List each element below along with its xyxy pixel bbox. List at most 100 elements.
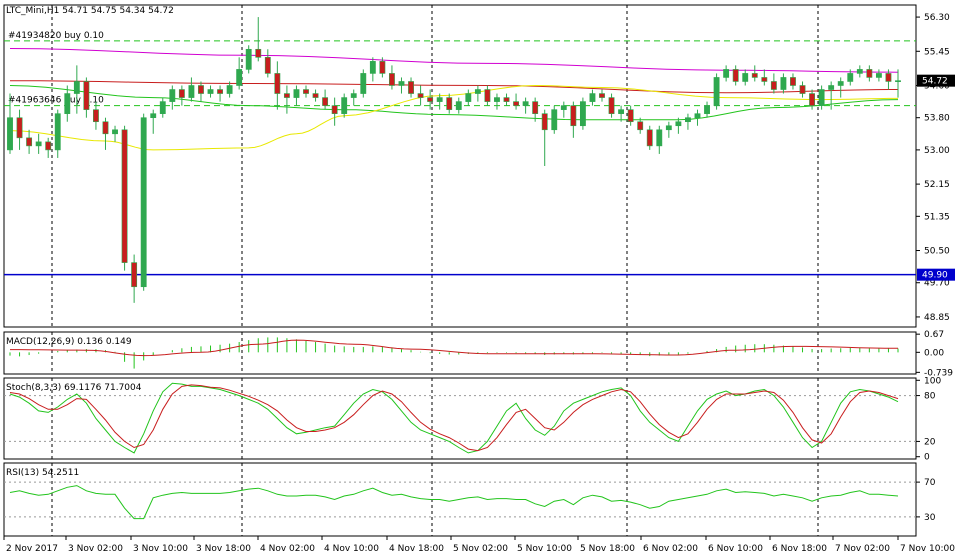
candle-body (608, 97, 615, 114)
candle-body (780, 77, 787, 90)
macd-axis-label: 0.67 (924, 330, 944, 340)
candle-body (331, 105, 338, 114)
candle-body (790, 77, 796, 86)
support-level-label: 49.90 (922, 271, 948, 281)
candle-body (599, 93, 605, 98)
price-axis-label: 55.45 (924, 47, 950, 57)
candle-body (637, 121, 644, 131)
candle-body (54, 113, 61, 151)
candle-body (64, 93, 71, 114)
candle-body (513, 101, 519, 106)
candle-body (16, 117, 23, 139)
candle-body (694, 113, 701, 119)
rsi-panel[interactable]: RSI(13) 54.2511 70 30 (4, 468, 936, 523)
candle-body (198, 85, 204, 94)
candle-body (618, 109, 625, 114)
candle-body (675, 121, 682, 127)
candle-body (761, 77, 768, 82)
order-label: #41934820 buy 0.10 (8, 31, 104, 41)
candle-body (713, 77, 720, 106)
candle-body (494, 97, 500, 102)
candle-body (818, 89, 825, 106)
time-axis-label: 6 Nov 18:00 (772, 544, 827, 554)
candle-body (369, 61, 376, 74)
candle-body (589, 93, 596, 102)
candle-body (408, 81, 414, 94)
candle-body (704, 105, 710, 114)
candle-body (322, 97, 329, 106)
stoch-panel-frame (3, 377, 917, 460)
candle-body (73, 81, 80, 94)
rsi-axis-label: 70 (924, 478, 936, 488)
time-axis-label: 7 Nov 10:00 (900, 544, 955, 554)
time-axis-label: 5 Nov 18:00 (580, 544, 635, 554)
order-label: #41963646 buy 0.10 (8, 96, 104, 106)
stoch-panel[interactable]: Stoch(8,3,3) 69.1176 71.7004 100 80 20 0 (4, 376, 941, 463)
stoch-axis-label: 0 (924, 453, 930, 463)
time-axis-label: 3 Nov 02:00 (68, 544, 123, 554)
rsi-line (9, 485, 899, 520)
macd-signal-line (10, 339, 899, 357)
candle-body (427, 97, 434, 102)
candle-body (283, 93, 290, 98)
candle-body (646, 129, 653, 147)
candle-body (455, 101, 462, 110)
candle-body (293, 89, 300, 98)
candle-body (398, 81, 405, 86)
time-axis-label: 4 Nov 10:00 (324, 544, 379, 554)
candle-body (102, 121, 109, 135)
candle-body (828, 85, 835, 90)
candle-body (159, 101, 166, 114)
candle-body (360, 73, 367, 94)
candle-body (7, 117, 13, 151)
candle-body (474, 89, 481, 94)
candle-body (560, 105, 567, 110)
candle-body (503, 97, 510, 102)
candle-body (446, 97, 453, 110)
macd-panel-title: MACD(12,26,9) 0.136 0.149 (6, 337, 132, 347)
macd-panel-frame (3, 331, 917, 375)
candle-body (169, 89, 176, 102)
candle-body (436, 97, 443, 102)
candle-body (770, 81, 777, 90)
vertical-grid (51, 5, 819, 536)
rsi-panel-frame (3, 462, 917, 537)
candle-body (93, 109, 99, 123)
candle-body (83, 81, 90, 110)
candle-body (656, 129, 663, 147)
time-axis-label: 5 Nov 02:00 (453, 544, 508, 554)
candle-body (303, 89, 309, 94)
rsi-panel-title: RSI(13) 54.2511 (6, 468, 79, 478)
panel-frames (3, 4, 917, 537)
rsi-axis-label: 30 (924, 513, 936, 523)
macd-panel[interactable]: MACD(12,26,9) 0.136 0.149 0.67 0.00 -0.739 (6, 330, 953, 378)
candle-body (45, 141, 52, 151)
candle-body (341, 97, 348, 114)
main-panel-frame (3, 4, 917, 328)
time-axis: 2 Nov 2017 3 Nov 02:00 3 Nov 10:00 3 Nov 18… (3, 536, 955, 554)
stoch-axis-label: 100 (924, 376, 941, 386)
candle-body (465, 93, 472, 102)
candle-body (799, 85, 806, 94)
price-panel[interactable]: LTC_Mini,H1 54.71 54.75 54.34 54.72 56.3… (4, 6, 955, 323)
candle-body (131, 262, 138, 288)
time-axis-label: 4 Nov 18:00 (389, 544, 444, 554)
candle-body (751, 73, 758, 78)
candle-body (188, 85, 195, 98)
candle-body (140, 117, 147, 288)
time-axis-label: 6 Nov 10:00 (708, 544, 763, 554)
moving-average-magenta (9, 48, 899, 73)
macd-axis-label: -0.739 (924, 368, 953, 378)
candle-body (112, 129, 118, 135)
price-panel-title: LTC_Mini,H1 54.71 54.75 54.34 54.72 (6, 6, 174, 16)
candle-body (809, 93, 815, 106)
candle-body (895, 80, 901, 82)
macd-axis-label: 0.00 (924, 348, 944, 358)
candle-body (856, 69, 863, 74)
candle-body (312, 93, 319, 98)
current-price-label: 54.72 (922, 77, 948, 87)
time-axis-label: 6 Nov 02:00 (643, 544, 698, 554)
candle-body (532, 101, 539, 114)
price-axis-label: 53.80 (924, 114, 950, 124)
